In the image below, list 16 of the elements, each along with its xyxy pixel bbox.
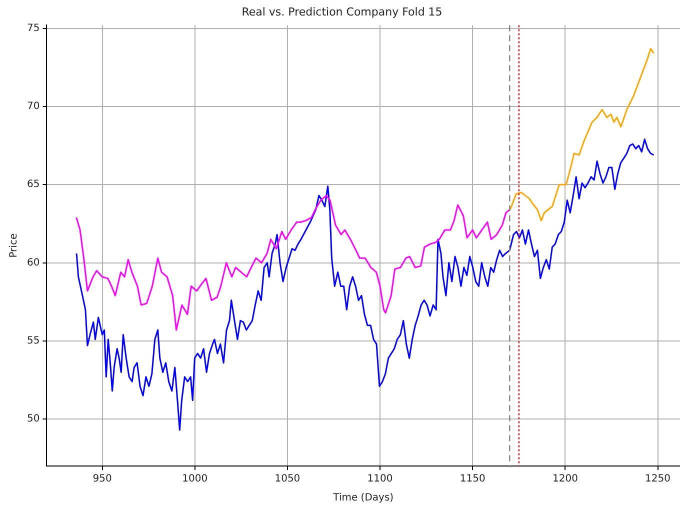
y-tick-label: 65 bbox=[26, 179, 40, 190]
x-tick-label: 1000 bbox=[182, 474, 208, 485]
x-tick-label: 1150 bbox=[460, 474, 486, 485]
x-tick-label: 1250 bbox=[645, 474, 671, 485]
y-tick-label: 75 bbox=[26, 22, 40, 34]
chart-title: Real vs. Prediction Company Fold 15 bbox=[242, 5, 442, 18]
x-tick-label: 1100 bbox=[367, 474, 393, 485]
x-axis-title: Time (Days) bbox=[332, 492, 394, 504]
y-tick-label: 70 bbox=[26, 101, 40, 112]
y-axis-title: Price bbox=[8, 233, 20, 258]
x-tick-label: 950 bbox=[92, 474, 112, 485]
y-tick-label: 60 bbox=[26, 257, 40, 268]
y-tick-label: 50 bbox=[26, 414, 40, 425]
x-tick-label: 1200 bbox=[552, 474, 578, 485]
x-tick-label: 1050 bbox=[274, 474, 300, 485]
y-tick-label: 55 bbox=[26, 336, 40, 347]
